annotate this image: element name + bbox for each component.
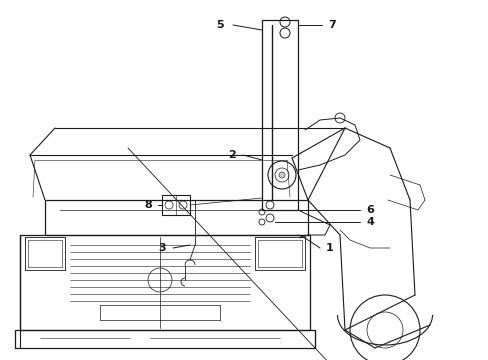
Text: 2: 2 bbox=[228, 150, 235, 160]
Text: 1: 1 bbox=[325, 243, 333, 253]
Text: 8: 8 bbox=[144, 200, 152, 210]
Circle shape bbox=[279, 172, 285, 178]
Text: 3: 3 bbox=[158, 243, 165, 253]
Text: 7: 7 bbox=[327, 20, 335, 30]
Text: 4: 4 bbox=[366, 217, 373, 227]
Text: 5: 5 bbox=[216, 20, 224, 30]
Text: 6: 6 bbox=[366, 205, 373, 215]
